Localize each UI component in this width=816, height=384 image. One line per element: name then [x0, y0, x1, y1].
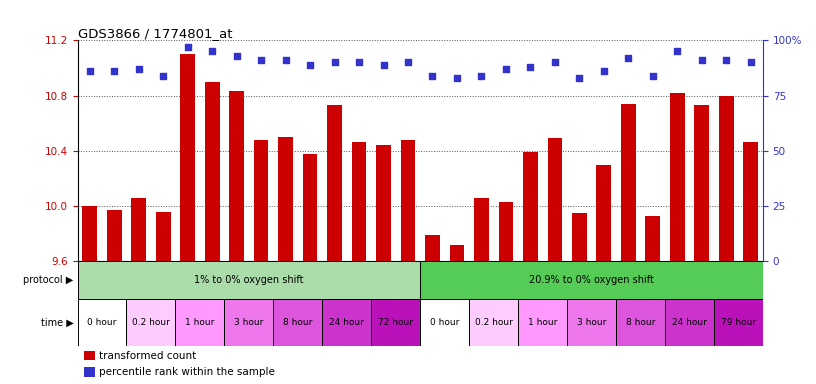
Bar	[180, 54, 195, 261]
Point	[279, 57, 292, 63]
Text: 1 hour: 1 hour	[528, 318, 557, 327]
Bar	[84, 367, 95, 377]
Text: 1 hour: 1 hour	[185, 318, 215, 327]
Point	[548, 60, 561, 66]
Point	[304, 61, 317, 68]
Bar	[670, 93, 685, 261]
Bar	[645, 216, 660, 261]
Bar	[694, 105, 709, 261]
Bar	[322, 300, 371, 346]
Bar	[371, 300, 420, 346]
Point	[377, 61, 390, 68]
Bar	[84, 351, 95, 361]
Point	[255, 57, 268, 63]
Text: 1% to 0% oxygen shift: 1% to 0% oxygen shift	[194, 275, 304, 285]
Bar	[572, 213, 587, 261]
Text: 20.9% to 0% oxygen shift: 20.9% to 0% oxygen shift	[529, 275, 654, 285]
Bar	[82, 206, 97, 261]
Bar	[175, 300, 224, 346]
Bar	[278, 137, 293, 261]
Point	[475, 73, 488, 79]
Text: 72 hour: 72 hour	[379, 318, 413, 327]
Bar	[621, 104, 636, 261]
Text: time ▶: time ▶	[41, 318, 73, 328]
Point	[206, 48, 219, 55]
Bar	[376, 145, 391, 261]
Point	[157, 73, 170, 79]
Bar	[78, 300, 126, 346]
Text: 0.2 hour: 0.2 hour	[132, 318, 170, 327]
Bar	[596, 165, 611, 261]
Point	[132, 66, 145, 72]
Bar	[303, 154, 317, 261]
Bar	[548, 138, 562, 261]
Bar	[499, 202, 513, 261]
Bar	[224, 300, 273, 346]
Bar	[518, 300, 567, 346]
Bar	[469, 300, 518, 346]
Point	[181, 44, 194, 50]
Text: 3 hour: 3 hour	[577, 318, 606, 327]
Text: transformed count: transformed count	[100, 351, 197, 361]
Point	[230, 53, 243, 59]
Bar	[156, 212, 171, 261]
Point	[83, 68, 96, 74]
Bar	[229, 91, 244, 261]
Bar	[327, 105, 342, 261]
Bar	[126, 300, 175, 346]
Bar	[420, 261, 763, 300]
Point	[353, 60, 366, 66]
Point	[646, 73, 659, 79]
Text: 79 hour: 79 hour	[721, 318, 756, 327]
Bar	[107, 210, 122, 261]
Point	[450, 75, 463, 81]
Point	[499, 66, 512, 72]
Text: 24 hour: 24 hour	[330, 318, 364, 327]
Bar	[205, 82, 220, 261]
Text: GDS3866 / 1774801_at: GDS3866 / 1774801_at	[78, 27, 232, 40]
Text: 0.2 hour: 0.2 hour	[475, 318, 512, 327]
Bar	[616, 300, 665, 346]
Point	[671, 48, 684, 55]
Point	[328, 60, 341, 66]
Bar	[254, 140, 268, 261]
Bar	[352, 142, 366, 261]
Bar	[131, 198, 146, 261]
Bar	[273, 300, 322, 346]
Point	[622, 55, 635, 61]
Text: 3 hour: 3 hour	[234, 318, 264, 327]
Bar	[523, 152, 538, 261]
Bar	[714, 300, 763, 346]
Text: 8 hour: 8 hour	[626, 318, 655, 327]
Text: 8 hour: 8 hour	[283, 318, 313, 327]
Point	[695, 57, 708, 63]
Point	[401, 60, 415, 66]
Text: percentile rank within the sample: percentile rank within the sample	[100, 367, 275, 377]
Point	[524, 64, 537, 70]
Point	[720, 57, 733, 63]
Bar	[450, 245, 464, 261]
Point	[597, 68, 610, 74]
Point	[744, 60, 757, 66]
Bar	[665, 300, 714, 346]
Bar	[743, 142, 758, 261]
Text: 24 hour: 24 hour	[672, 318, 707, 327]
Bar	[420, 300, 469, 346]
Bar	[567, 300, 616, 346]
Bar	[78, 261, 420, 300]
Text: protocol ▶: protocol ▶	[23, 275, 73, 285]
Point	[108, 68, 121, 74]
Text: 0 hour: 0 hour	[87, 318, 117, 327]
Point	[426, 73, 439, 79]
Point	[573, 75, 586, 81]
Bar	[474, 198, 489, 261]
Bar	[425, 235, 440, 261]
Bar	[401, 140, 415, 261]
Bar	[719, 96, 734, 261]
Text: 0 hour: 0 hour	[430, 318, 459, 327]
